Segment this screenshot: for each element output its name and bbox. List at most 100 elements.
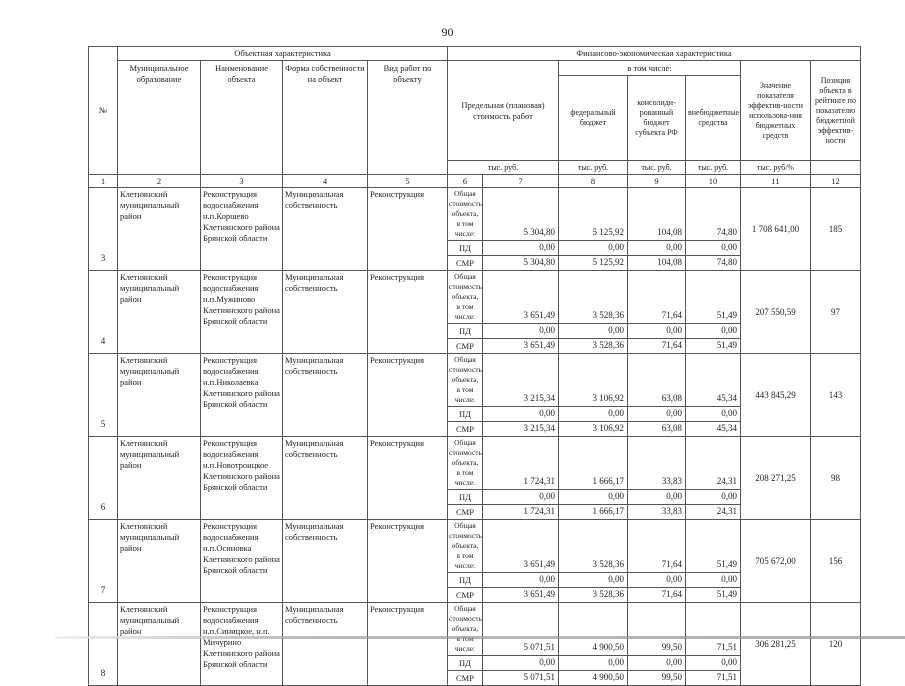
header-planned-cost: Предельная (плановая) стоимость работ <box>447 60 559 161</box>
cell-no: 4 <box>88 270 118 354</box>
cell-pd-consolidated: 0,00 <box>627 323 686 339</box>
cell-smr-extra: 24,31 <box>685 504 741 520</box>
cell-pd-cost: 0,00 <box>482 240 559 256</box>
header-row-groups: № Объектная характеристика Финансово-эко… <box>88 46 862 175</box>
cell-ownership: Муниципальная собственность <box>282 353 368 437</box>
cell-total-extra: 51,49 <box>685 270 741 324</box>
header-work-type: Вид работ по объекту <box>367 60 448 175</box>
cell-total-consolidated: 99,50 <box>627 602 686 656</box>
cell-smr-federal: 4 900,50 <box>558 670 628 686</box>
cell-smr-cost: 3 215,34 <box>482 421 559 437</box>
cell-ownership: Муниципальная собственность <box>282 187 368 271</box>
colnum-1: 1 <box>88 174 118 188</box>
cell-label-pd: ПД <box>447 572 483 588</box>
colnum-11: 11 <box>740 174 811 188</box>
table-subrow-smr: СМР 3 651,49 3 528,36 71,64 51,49 <box>89 587 861 603</box>
cell-smr-federal: 5 125,92 <box>558 255 628 271</box>
cell-efficiency: 705 672,00 <box>740 519 811 603</box>
cell-total-consolidated: 33,83 <box>627 436 686 490</box>
cell-object-name: Реконструкция водоснабжения н.п.Новотрои… <box>200 436 283 520</box>
header-row-budgets: федеральный бюджет консолиди-рованный бю… <box>89 75 861 161</box>
cell-pd-consolidated: 0,00 <box>627 406 686 422</box>
cell-smr-extra: 51,49 <box>685 338 741 354</box>
cell-pd-federal: 0,00 <box>558 489 628 505</box>
unit-efficiency: тыс. руб/% <box>740 160 811 175</box>
cell-smr-extra: 74,80 <box>685 255 741 271</box>
cell-ownership: Муниципальная собственность <box>282 602 368 686</box>
cell-total-cost: 3 215,34 <box>482 353 559 407</box>
cell-smr-extra: 45,34 <box>685 421 741 437</box>
cell-smr-consolidated: 71,64 <box>627 587 686 603</box>
table-subrow-pd: ПД 0,00 0,00 0,00 0,00 <box>89 323 861 339</box>
cell-no: 5 <box>88 353 118 437</box>
cell-municipality: Клетнянский муниципальный район <box>117 270 201 354</box>
cell-label-smr: СМР <box>447 504 483 520</box>
cell-pd-federal: 0,00 <box>558 323 628 339</box>
cell-smr-federal: 1 666,17 <box>558 504 628 520</box>
header-object-group: Объектная характеристика <box>117 46 448 61</box>
cell-smr-extra: 71,51 <box>685 670 741 686</box>
header-efficiency-value: Значение показателя эффектив-ности испол… <box>740 60 811 161</box>
cell-total-consolidated: 71,64 <box>627 519 686 573</box>
unit-consolidated: тыс. руб. <box>627 160 686 175</box>
cell-total-federal: 1 666,17 <box>558 436 628 490</box>
cell-total-cost: 1 724,31 <box>482 436 559 490</box>
colnum-7: 7 <box>482 174 559 188</box>
cell-rating: 120 <box>809 602 862 686</box>
cell-smr-consolidated: 71,64 <box>627 338 686 354</box>
cell-pd-extra: 0,00 <box>685 323 741 339</box>
cell-total-extra: 51,49 <box>685 519 741 573</box>
cell-smr-cost: 3 651,49 <box>482 338 559 354</box>
document-page: { "page": { "number": "90" }, "table": {… <box>55 25 905 686</box>
cell-no: 3 <box>88 187 118 271</box>
cell-object-name: Реконструкция водоснабжения н.п.Коршево … <box>200 187 283 271</box>
cell-label-total: Общая стоимость объекта, в том числе: <box>447 270 483 324</box>
cell-smr-federal: 3 528,36 <box>558 587 628 603</box>
header-municipality: Муниципальное образование <box>117 60 201 175</box>
header-ownership: Форма собственности на объект <box>282 60 368 175</box>
cell-municipality: Клетнянский муниципальный район <box>117 353 201 437</box>
cell-total-cost: 5 304,80 <box>482 187 559 241</box>
header-no: № <box>88 46 118 175</box>
cell-municipality: Клетнянский муниципальный район <box>117 436 201 520</box>
cell-smr-consolidated: 99,50 <box>627 670 686 686</box>
cell-pd-consolidated: 0,00 <box>627 240 686 256</box>
cell-total-consolidated: 104,08 <box>627 187 686 241</box>
cell-municipality: Клетнянский муниципальный район <box>117 187 201 271</box>
cell-pd-cost: 0,00 <box>482 489 559 505</box>
unit-cost: тыс. руб. <box>447 160 559 175</box>
cell-total-consolidated: 63,08 <box>627 353 686 407</box>
cell-label-total: Общая стоимость объекта, в том числе: <box>447 436 483 490</box>
cell-total-federal: 3 106,92 <box>558 353 628 407</box>
colnum-2: 2 <box>117 174 201 188</box>
colnum-5: 5 <box>367 174 448 188</box>
header-row-including: Муниципальное образование Наименование о… <box>89 60 862 175</box>
cell-work-type: Реконструкция <box>367 270 448 354</box>
cell-work-type: Реконструкция <box>367 519 448 603</box>
cell-pd-federal: 0,00 <box>558 240 628 256</box>
cell-ownership: Муниципальная собственность <box>282 270 368 354</box>
cell-object-name: Реконструкция водоснабжения н.п.Мужиново… <box>200 270 283 354</box>
cell-label-pd: ПД <box>447 655 483 671</box>
table-row: 4 Клетнянский муниципальный район Реконс… <box>88 270 862 354</box>
colnum-6: 6 <box>447 174 483 188</box>
table-row: 7 Клетнянский муниципальный район Реконс… <box>88 519 862 603</box>
cell-smr-federal: 3 106,92 <box>558 421 628 437</box>
colnum-8: 8 <box>558 174 628 188</box>
cell-object-name: Реконструкция водоснабжения н.п.Синицкое… <box>200 602 283 686</box>
cell-pd-cost: 0,00 <box>482 406 559 422</box>
cell-efficiency: 207 550,59 <box>740 270 811 354</box>
cell-rating: 97 <box>809 270 862 354</box>
header-object-name: Наименование объекта <box>200 60 283 175</box>
cell-total-federal: 3 528,36 <box>558 270 628 324</box>
cell-rating: 98 <box>809 436 862 520</box>
header-including: в том числе: <box>558 60 741 76</box>
cell-pd-consolidated: 0,00 <box>627 489 686 505</box>
cell-work-type: Реконструкция <box>367 353 448 437</box>
table-row: 6 Клетнянский муниципальный район Реконс… <box>88 436 862 520</box>
cell-label-total: Общая стоимость объекта, в том числе: <box>447 187 483 241</box>
cell-rating: 143 <box>809 353 862 437</box>
table-subrow-pd: ПД 0,00 0,00 0,00 0,00 <box>89 240 861 256</box>
cell-label-total: Общая стоимость объекта, в том числе: <box>447 602 483 656</box>
cell-pd-consolidated: 0,00 <box>627 572 686 588</box>
